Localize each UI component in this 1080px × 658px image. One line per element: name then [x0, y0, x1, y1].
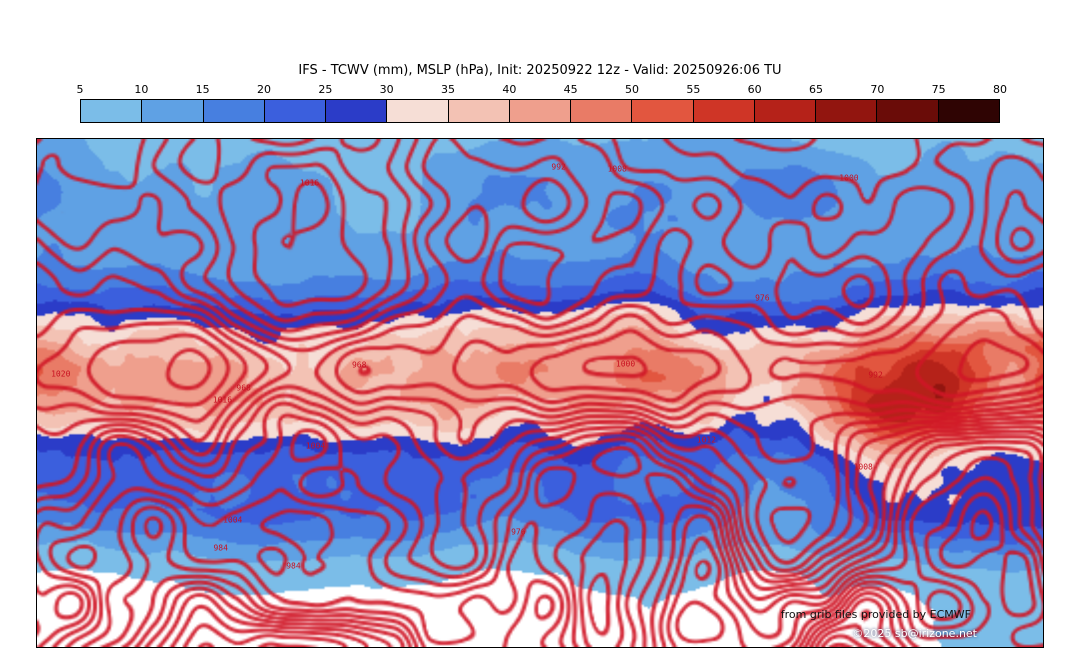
colorbar: 5 10 15 20 25 30 35 40 45 50 55 60 65 70 75 80	[76, 83, 1008, 123]
colorbar-tick: 15	[195, 83, 210, 96]
map-canvas	[37, 139, 1043, 647]
colorbar-swatch	[448, 100, 510, 122]
colorbar-tick: 60	[747, 83, 762, 96]
colorbar-swatch	[81, 100, 143, 122]
colorbar-swatch	[877, 100, 939, 122]
colorbar-tick: 20	[257, 83, 271, 96]
map-panel: 1000 1008 1016 1004 992 984 976 968 1012 1020 1000…	[36, 138, 1044, 648]
colorbar-swatch	[142, 100, 204, 122]
colorbar-ticks: 5 10 15 20 25 30 35 40 45 50 55 60 65 70 75 80	[76, 83, 1008, 97]
colorbar-tick: 25	[318, 83, 333, 96]
colorbar-tick: 80	[993, 83, 1007, 96]
colorbar-swatch	[816, 100, 878, 122]
colorbar-tick: 65	[809, 83, 823, 96]
colorbar-swatch	[203, 100, 265, 122]
colorbar-tick: 45	[563, 83, 578, 96]
colorbar-swatch	[264, 100, 327, 122]
colorbar-tick: 40	[502, 83, 517, 96]
colorbar-bar	[80, 99, 1000, 123]
colorbar-tick: 50	[625, 83, 639, 96]
colorbar-swatch	[938, 100, 999, 122]
colorbar-tick: 5	[76, 83, 84, 96]
colorbar-swatch	[326, 100, 388, 122]
colorbar-tick: 55	[686, 83, 701, 96]
attribution-copyright: ©2025 sb@irizone.net	[852, 627, 977, 640]
colorbar-swatch	[509, 100, 572, 122]
colorbar-swatch	[571, 100, 633, 122]
colorbar-swatch	[754, 100, 817, 122]
colorbar-tick: 30	[379, 83, 394, 96]
colorbar-tick: 70	[870, 83, 885, 96]
colorbar-tick: 35	[441, 83, 455, 96]
chart-title: IFS - TCWV (mm), MSLP (hPa), Init: 20250…	[298, 63, 782, 78]
colorbar-swatch	[387, 100, 449, 122]
colorbar-swatch	[632, 100, 694, 122]
attribution-ecmwf: from grib files provided by ECMWF	[780, 608, 971, 621]
colorbar-swatch	[693, 100, 755, 122]
colorbar-tick: 75	[931, 83, 946, 96]
colorbar-tick: 10	[134, 83, 149, 96]
